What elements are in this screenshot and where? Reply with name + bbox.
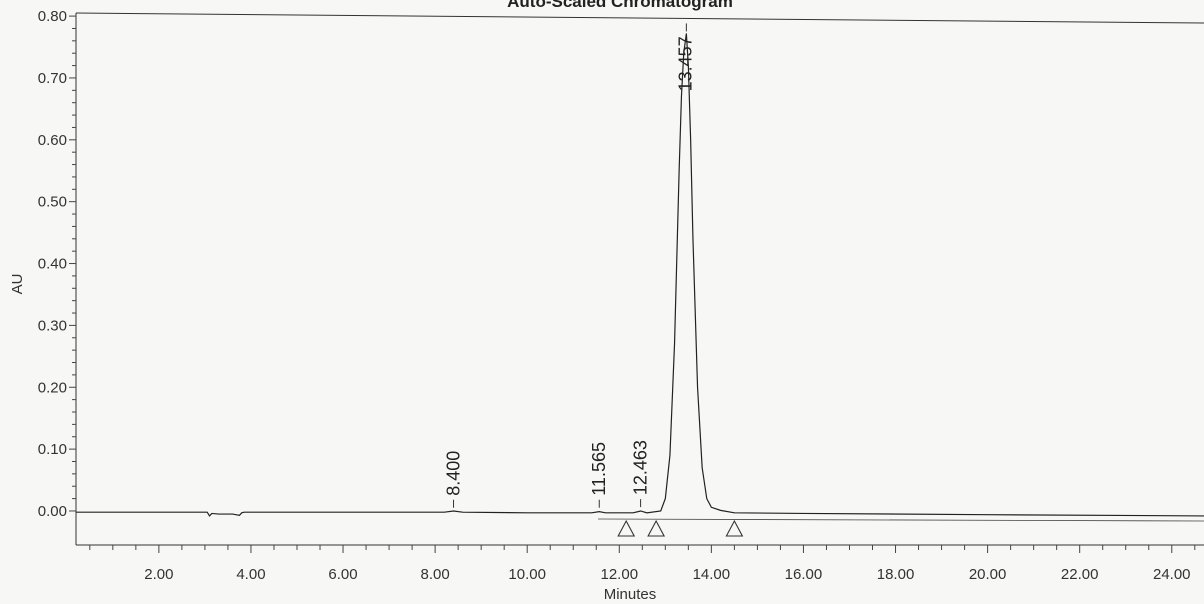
x-axis-ticks: 2.00 4.00 6.00 8.00 10.00 12.00 14.00 16.00 18.0… [89, 545, 1196, 583]
y-tick-label: 0.10 [38, 441, 67, 458]
y-axis-ticks: 0.00 0.10 0.20 0.30 0.40 0.50 0.60 0.70 0.80 [38, 8, 76, 520]
peak-label: 11.565 [589, 442, 609, 496]
y-axis-label: AU [9, 274, 26, 295]
x-tick-label: 8.00 [421, 566, 450, 583]
x-tick-label: 4.00 [236, 566, 265, 583]
peak-label: 13.457 [675, 36, 695, 91]
x-tick-label: 16.00 [785, 566, 823, 583]
x-tick-label: 10.00 [508, 566, 546, 583]
y-tick-label: 0.70 [38, 70, 67, 87]
peak-label: 12.463 [631, 440, 651, 495]
x-tick-label: 12.00 [601, 566, 639, 583]
y-tick-label: 0.50 [38, 194, 67, 211]
y-tick-label: 0.00 [38, 503, 67, 520]
x-tick-label: 20.00 [969, 566, 1007, 583]
y-tick-label: 0.40 [38, 256, 67, 273]
x-tick-label: 6.00 [328, 566, 357, 583]
integration-markers [617, 519, 744, 537]
integration-marker [617, 519, 636, 537]
y-tick-label: 0.30 [38, 317, 67, 334]
x-tick-label: 22.00 [1061, 566, 1099, 583]
integration-baseline [597, 518, 1204, 522]
y-tick-label: 0.20 [38, 379, 67, 396]
integration-marker [725, 519, 744, 537]
integration-marker [647, 519, 666, 537]
y-tick-label: 0.60 [38, 132, 67, 149]
chart-title: Auto-Scaled Chromatogram [507, 0, 733, 11]
plot-top-border [75, 12, 1204, 24]
peak-labels: 8.400 11.565 12.463 13.457 [444, 23, 695, 508]
x-tick-label: 24.00 [1153, 566, 1191, 583]
x-tick-label: 14.00 [693, 566, 731, 583]
x-tick-label: 18.00 [877, 566, 915, 583]
chromatogram-trace [76, 33, 1204, 517]
y-tick-label: 0.80 [38, 8, 67, 25]
x-tick-label: 2.00 [144, 566, 173, 583]
peak-label: 8.400 [444, 451, 464, 496]
x-axis-label: Minutes [604, 586, 657, 603]
plot-frame [75, 12, 1204, 546]
